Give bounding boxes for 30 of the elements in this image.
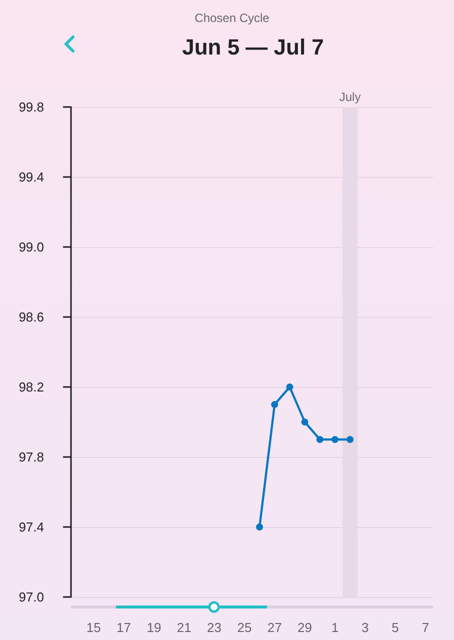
point — [286, 384, 294, 390]
y-tick-label: 97.8 — [18, 450, 44, 464]
x-tick-label: 7 — [422, 620, 430, 635]
x-tick-label: 23 — [207, 620, 222, 635]
band-label: July — [339, 90, 361, 104]
point — [271, 401, 278, 408]
chart-subtitle: Chosen Cycle — [194, 11, 270, 25]
y-tick-label: 98.6 — [18, 310, 44, 324]
x-tick-label: 27 — [267, 620, 282, 635]
y-tick-label: 98.2 — [18, 380, 44, 394]
x-tick-label: 29 — [298, 620, 312, 635]
point — [346, 436, 354, 443]
point — [331, 436, 338, 443]
point — [316, 436, 324, 443]
y-tick-label: 99.8 — [18, 100, 44, 114]
y-tick-label: 99.4 — [18, 170, 44, 184]
x-tick-label: 5 — [392, 620, 399, 635]
point — [256, 524, 264, 530]
chart-title: Jun 5 — Jul 7 — [182, 34, 324, 60]
x-tick-label: 15 — [86, 620, 101, 635]
x-tick-label: 1 — [331, 620, 339, 635]
x-tick-label: 25 — [237, 620, 252, 635]
y-tick-label: 99.0 — [18, 240, 44, 254]
x-tick-label: 3 — [362, 620, 369, 635]
x-tick-label: 19 — [146, 620, 162, 635]
y-tick-label: 97.4 — [18, 520, 44, 534]
x-tick-label: 21 — [176, 620, 192, 635]
x-tick-label: 17 — [116, 620, 132, 635]
point — [301, 418, 308, 426]
y-tick-label: 97.0 — [18, 590, 44, 604]
